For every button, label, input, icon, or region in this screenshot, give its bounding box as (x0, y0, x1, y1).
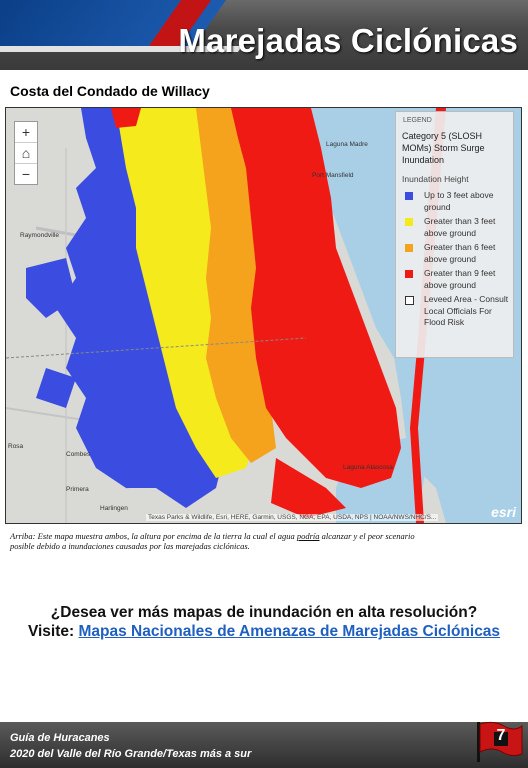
legend-subtitle: Inundation Height (402, 174, 469, 184)
zoom-in-button[interactable]: + (15, 122, 37, 143)
legend-swatch-leveed (405, 296, 414, 305)
zoom-out-button[interactable]: − (21, 166, 31, 182)
place-harlingen: Harlingen (100, 505, 128, 512)
place-raymondville: Raymondville (20, 232, 60, 239)
legend-label: Greater than 6 feet above ground (424, 242, 496, 264)
esri-logo: esri (491, 504, 516, 520)
place-port-mansfield: Port Mansfield (312, 172, 354, 179)
legend-label: Up to 3 feet above ground (424, 190, 494, 212)
map-zoom-controls: + ⌂ − (14, 121, 38, 185)
caption-text-2: alcanzar y el peor scenario posible debi… (10, 531, 415, 551)
map-legend: LEGEND Category 5 (SLOSH MOMs) Storm Sur… (395, 111, 514, 358)
map-subtitle: Costa del Condado de Willacy (10, 83, 210, 99)
footer-line-2: 2020 del Valle del Río Grande/Texas más … (10, 748, 252, 760)
legend-title: Category 5 (SLOSH MOMs) Storm Surge Inun… (402, 131, 485, 165)
legend-label: Greater than 9 feet above ground (424, 268, 496, 290)
footer-text: Guía de Huracanes 2020 del Valle del Río… (10, 730, 251, 762)
legend-swatch-yellow (405, 218, 413, 226)
cta-visit-label: Visite: (27, 623, 75, 640)
caption-underlined: podría (296, 531, 320, 541)
footer-line-1: Guía de Huracanes (10, 732, 110, 744)
cta-visit-line: Visite: Mapas Nacionales de Amenazas de … (0, 622, 528, 641)
place-primera: Primera (66, 486, 89, 493)
legend-swatch-orange (405, 244, 413, 252)
legend-swatch-red (405, 270, 413, 278)
cta-question: ¿Desea ver más mapas de inundación en al… (50, 604, 478, 621)
home-icon[interactable]: ⌂ (15, 143, 37, 164)
map-attribution: Texas Parks & Wildlife, Esri, HERE, Garm… (146, 514, 439, 521)
page-header: Marejadas Ciclónicas (0, 0, 528, 70)
page-number: 7 (496, 727, 506, 744)
place-rosa: Rosa (8, 443, 24, 450)
place-laguna-madre: Laguna Madre (326, 141, 368, 148)
legend-label: Greater than 3 feet above ground (424, 216, 496, 238)
hurricane-flag-icon (477, 721, 523, 762)
legend-heading: LEGEND (403, 117, 432, 124)
map-caption: Arriba: Este mapa muestra ambos, la altu… (10, 531, 415, 551)
place-laguna-atascosa: Laguna Atascosa (343, 464, 393, 471)
call-to-action: ¿Desea ver más mapas de inundación en al… (0, 603, 528, 641)
caption-text-1: Arriba: Este mapa muestra ambos, la altu… (10, 531, 297, 541)
page-footer: Guía de Huracanes 2020 del Valle del Río… (0, 722, 528, 768)
legend-swatch-blue (405, 192, 413, 200)
place-combes: Combes (66, 451, 91, 458)
page-title: Marejadas Ciclónicas (178, 22, 518, 59)
legend-label: Leveed Area - Consult Local Officials Fo… (424, 294, 509, 327)
storm-surge-map[interactable]: + ⌂ − Raymondville Rosa Combes Primera H… (5, 107, 522, 524)
surge-maps-link[interactable]: Mapas Nacionales de Amenazas de Marejada… (78, 623, 501, 640)
